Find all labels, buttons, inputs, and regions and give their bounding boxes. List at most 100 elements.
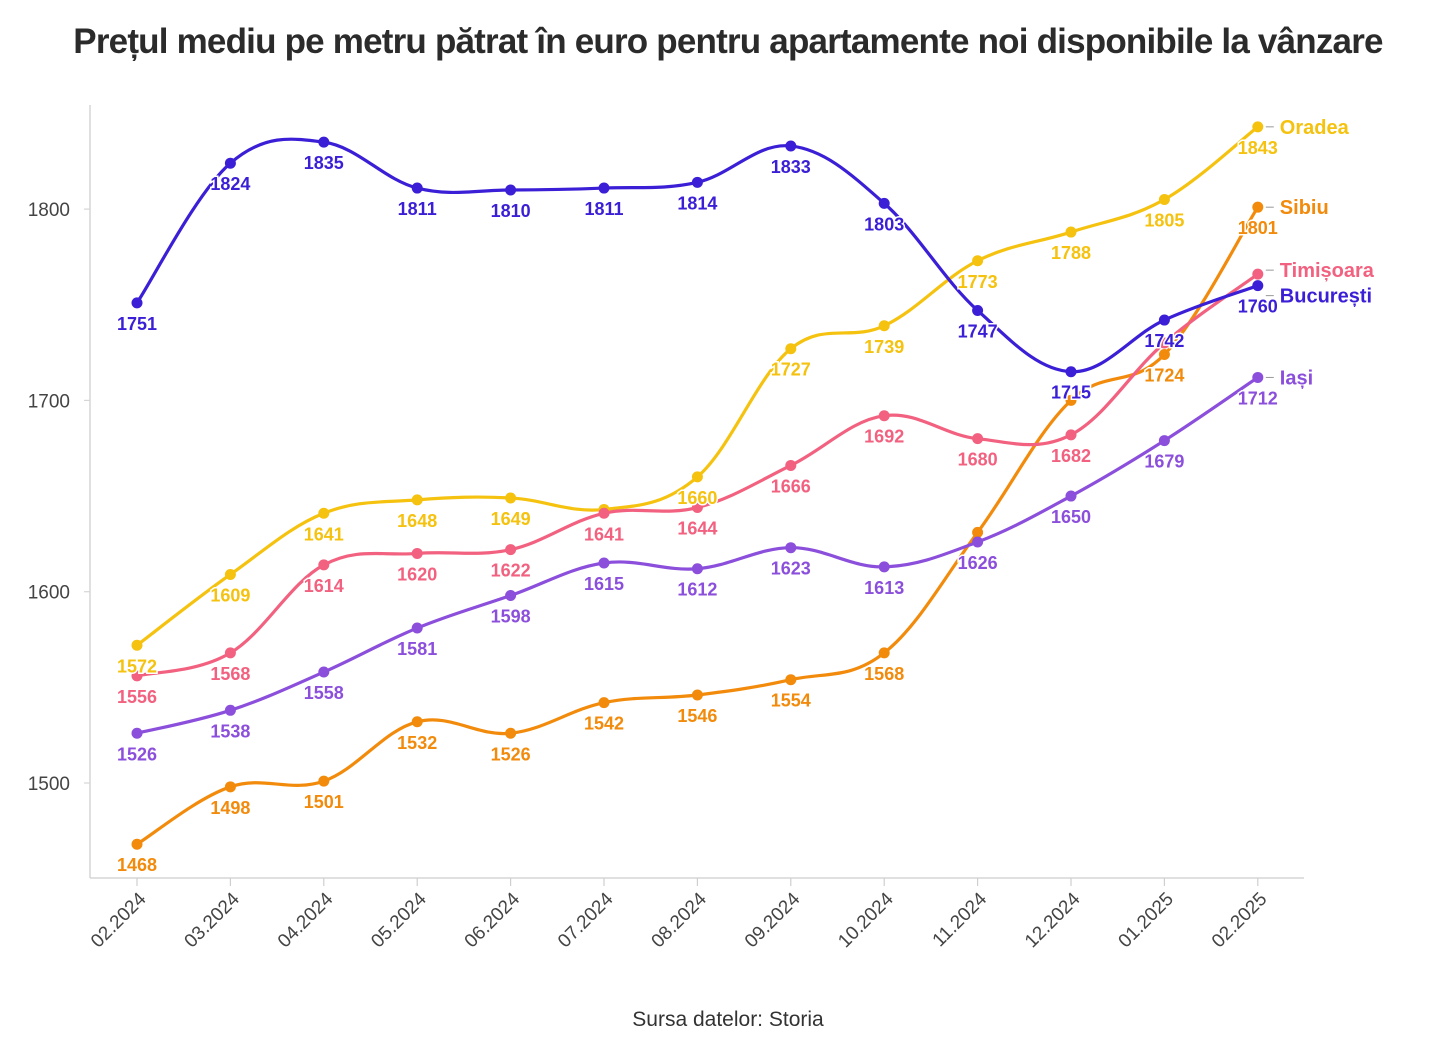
data-label-oradea: 1572 (117, 656, 157, 676)
data-point-iasi (1065, 490, 1077, 502)
data-point-sibiu (318, 775, 330, 787)
data-point-bucuresti (505, 184, 517, 196)
data-label-bucuresti: 1742 (1144, 331, 1184, 351)
data-label-sibiu: 1568 (864, 664, 904, 684)
data-label-bucuresti: 1810 (491, 201, 531, 221)
data-point-timisoara (878, 410, 890, 422)
data-point-oradea (224, 568, 236, 580)
data-label-oradea: 1660 (677, 488, 717, 508)
data-label-sibiu: 1801 (1238, 218, 1278, 238)
x-tick-label: 01.2025 (1115, 889, 1178, 952)
data-label-oradea: 1641 (304, 524, 344, 544)
x-tick-label: 02.2024 (87, 888, 151, 952)
data-point-sibiu (785, 674, 797, 686)
data-point-oradea (691, 471, 703, 483)
y-tick-label: 1700 (28, 391, 70, 412)
data-label-iasi: 1712 (1238, 388, 1278, 408)
data-label-sibiu: 1498 (210, 798, 250, 818)
data-point-oradea (131, 639, 143, 651)
data-label-timisoara: 1692 (864, 427, 904, 447)
series-points (131, 121, 1264, 850)
x-tick-label: 02.2025 (1208, 889, 1271, 952)
data-point-timisoara (785, 459, 797, 471)
data-label-timisoara: 1682 (1051, 446, 1091, 466)
data-label-iasi: 1626 (958, 553, 998, 573)
data-label-sibiu: 1542 (584, 714, 624, 734)
data-point-sibiu (691, 689, 703, 701)
data-label-bucuresti: 1835 (304, 153, 344, 173)
data-label-oradea: 1843 (1238, 138, 1278, 158)
data-point-sibiu (505, 727, 517, 739)
data-label-iasi: 1581 (397, 639, 437, 659)
data-point-timisoara (131, 670, 143, 682)
data-label-sibiu: 1724 (1144, 365, 1184, 385)
series-name-sibiu: Sibiu (1280, 197, 1329, 219)
data-point-iasi (318, 666, 330, 678)
data-point-sibiu (1065, 394, 1077, 406)
x-tick-label: 09.2024 (741, 888, 805, 952)
data-point-sibiu (598, 697, 610, 709)
data-point-iasi (1252, 371, 1264, 383)
data-point-iasi (598, 557, 610, 569)
x-tick-label: 11.2024 (929, 888, 992, 951)
source-caption: Sursa datelor: Storia (632, 1008, 824, 1031)
data-point-iasi (1158, 435, 1170, 447)
data-point-iasi (224, 704, 236, 716)
y-tick-label: 1500 (28, 774, 70, 795)
data-point-bucuresti (411, 182, 423, 194)
data-point-sibiu (1252, 201, 1264, 213)
series-line-iasi (135, 375, 1260, 735)
data-point-bucuresti (1065, 366, 1077, 378)
data-label-oradea: 1649 (491, 509, 531, 529)
y-tick-label: 1800 (28, 200, 70, 221)
x-tick-label: 08.2024 (648, 888, 712, 952)
data-point-timisoara (411, 547, 423, 559)
data-label-bucuresti: 1803 (864, 214, 904, 234)
data-point-oradea (1158, 194, 1170, 206)
data-label-bucuresti: 1814 (677, 193, 717, 213)
data-label-iasi: 1623 (771, 559, 811, 579)
data-point-bucuresti (1158, 314, 1170, 326)
data-label-sibiu: 1554 (771, 691, 811, 711)
x-tick-label: 12.2024 (1021, 888, 1085, 952)
data-label-bucuresti: 1751 (117, 314, 157, 334)
data-label-iasi: 1650 (1051, 507, 1091, 527)
data-point-bucuresti (1252, 280, 1264, 292)
series-name-iasi: Iași (1280, 367, 1313, 389)
data-point-oradea (411, 494, 423, 506)
data-label-bucuresti: 1824 (210, 174, 250, 194)
data-point-bucuresti (224, 157, 236, 169)
data-label-timisoara: 1644 (677, 519, 717, 539)
x-tick-label: 03.2024 (181, 888, 245, 952)
data-label-timisoara: 1568 (210, 664, 250, 684)
x-tick-label: 04.2024 (274, 888, 338, 952)
data-label-oradea: 1648 (397, 511, 437, 531)
data-label-sibiu: 1546 (677, 706, 717, 726)
data-label-sibiu: 1501 (304, 792, 344, 812)
data-label-bucuresti: 1715 (1051, 383, 1091, 403)
data-point-bucuresti (785, 140, 797, 152)
data-point-iasi (505, 590, 517, 602)
data-label-iasi: 1679 (1144, 452, 1184, 472)
data-label-timisoara: 1556 (117, 687, 157, 707)
data-label-iasi: 1613 (864, 578, 904, 598)
series-lines (135, 125, 1260, 846)
data-point-bucuresti (131, 297, 143, 309)
data-label-iasi: 1538 (210, 721, 250, 741)
data-point-iasi (411, 622, 423, 634)
data-label-oradea: 1773 (958, 272, 998, 292)
chart-title: Prețul mediu pe metru pătrat în euro pen… (73, 22, 1383, 61)
data-point-sibiu (224, 781, 236, 793)
data-label-bucuresti: 1811 (584, 199, 623, 219)
data-point-sibiu (411, 716, 423, 728)
data-label-timisoara: 1680 (958, 450, 998, 470)
x-tick-label: 05.2024 (367, 888, 431, 952)
y-tick-label: 1600 (28, 583, 70, 604)
data-label-iasi: 1612 (677, 580, 717, 600)
data-label-oradea: 1788 (1051, 243, 1091, 263)
data-point-timisoara (505, 544, 517, 556)
x-tick-label: 06.2024 (461, 888, 525, 952)
series-name-timisoara: Timișoara (1280, 260, 1375, 282)
data-label-sibiu: 1532 (397, 733, 437, 753)
data-point-bucuresti (598, 182, 610, 194)
